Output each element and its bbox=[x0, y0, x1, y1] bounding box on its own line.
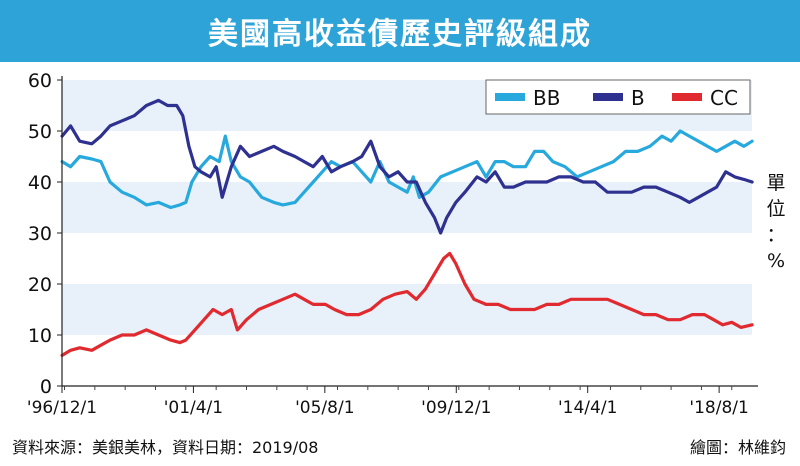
series-layer bbox=[60, 98, 754, 357]
x-tick-label: '09/12/1 bbox=[421, 398, 491, 418]
y-tick-label: 60 bbox=[28, 70, 52, 92]
series-line-b bbox=[60, 98, 754, 235]
x-tick-label: '01/4/1 bbox=[164, 398, 223, 418]
x-tick-label: '18/8/1 bbox=[689, 398, 748, 418]
y-tick-label: 20 bbox=[28, 274, 52, 296]
legend: BB B CC bbox=[485, 79, 751, 115]
unit-char: % bbox=[766, 250, 786, 272]
x-tick-label: '14/4/1 bbox=[558, 398, 617, 418]
legend-label-bb: BB bbox=[533, 86, 560, 110]
credit-note: 繪圖：林維鈞 bbox=[689, 438, 786, 457]
y-tick-label: 50 bbox=[28, 121, 52, 143]
series-line-bb bbox=[60, 129, 754, 210]
grid-bands bbox=[62, 80, 752, 335]
y-tick-label: 10 bbox=[28, 325, 52, 347]
legend-swatch-bb bbox=[495, 93, 525, 101]
legend-swatch-cc bbox=[672, 93, 702, 101]
legend-swatch-b bbox=[593, 93, 623, 101]
y-tick-label: 0 bbox=[40, 376, 52, 398]
legend-label-cc: CC bbox=[710, 86, 738, 110]
source-note: 資料來源：美銀美林，資料日期：2019/08 bbox=[12, 438, 319, 457]
series-line-cc bbox=[60, 251, 754, 357]
unit-char: 位 bbox=[766, 198, 786, 220]
unit-char: 單 bbox=[766, 172, 786, 194]
legend-label-b: B bbox=[631, 86, 645, 110]
unit-label: 單位 ：% bbox=[764, 170, 788, 274]
unit-char: ： bbox=[766, 224, 786, 246]
y-tick-label: 30 bbox=[28, 223, 52, 245]
y-tick-label: 40 bbox=[28, 172, 52, 194]
chart-title: 美國高收益債歷史評級組成 bbox=[0, 0, 800, 62]
axes: 0 10 20 30 40 50 60 '96/12/1 '01/4/1 '05/8/1 '09/1… bbox=[27, 70, 758, 418]
x-tick-label: '05/8/1 bbox=[295, 398, 354, 418]
x-tick-label: '96/12/1 bbox=[27, 398, 97, 418]
